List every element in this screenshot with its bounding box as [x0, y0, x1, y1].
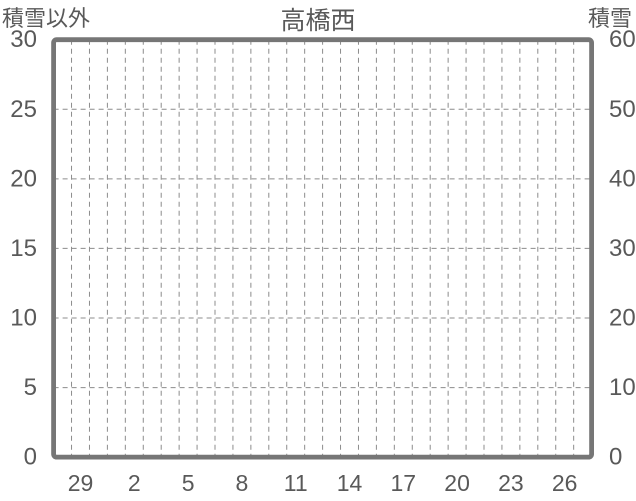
svg-text:11: 11	[284, 470, 308, 496]
svg-text:0: 0	[24, 444, 37, 471]
svg-text:50: 50	[609, 96, 636, 123]
svg-text:30: 30	[609, 235, 636, 262]
svg-text:14: 14	[337, 470, 363, 496]
svg-text:29: 29	[68, 470, 94, 496]
svg-text:5: 5	[24, 374, 37, 401]
svg-text:8: 8	[236, 470, 249, 496]
svg-text:20: 20	[444, 470, 470, 496]
svg-text:25: 25	[10, 96, 37, 123]
svg-text:2: 2	[128, 470, 141, 496]
svg-text:17: 17	[391, 470, 417, 496]
svg-text:20: 20	[609, 305, 636, 332]
svg-text:0: 0	[609, 444, 622, 471]
svg-text:10: 10	[609, 374, 636, 401]
svg-text:40: 40	[609, 165, 636, 192]
svg-text:23: 23	[498, 470, 524, 496]
svg-text:5: 5	[182, 470, 195, 496]
svg-text:10: 10	[10, 305, 37, 332]
svg-text:15: 15	[10, 235, 37, 262]
svg-text:20: 20	[10, 165, 37, 192]
svg-text:26: 26	[552, 470, 578, 496]
